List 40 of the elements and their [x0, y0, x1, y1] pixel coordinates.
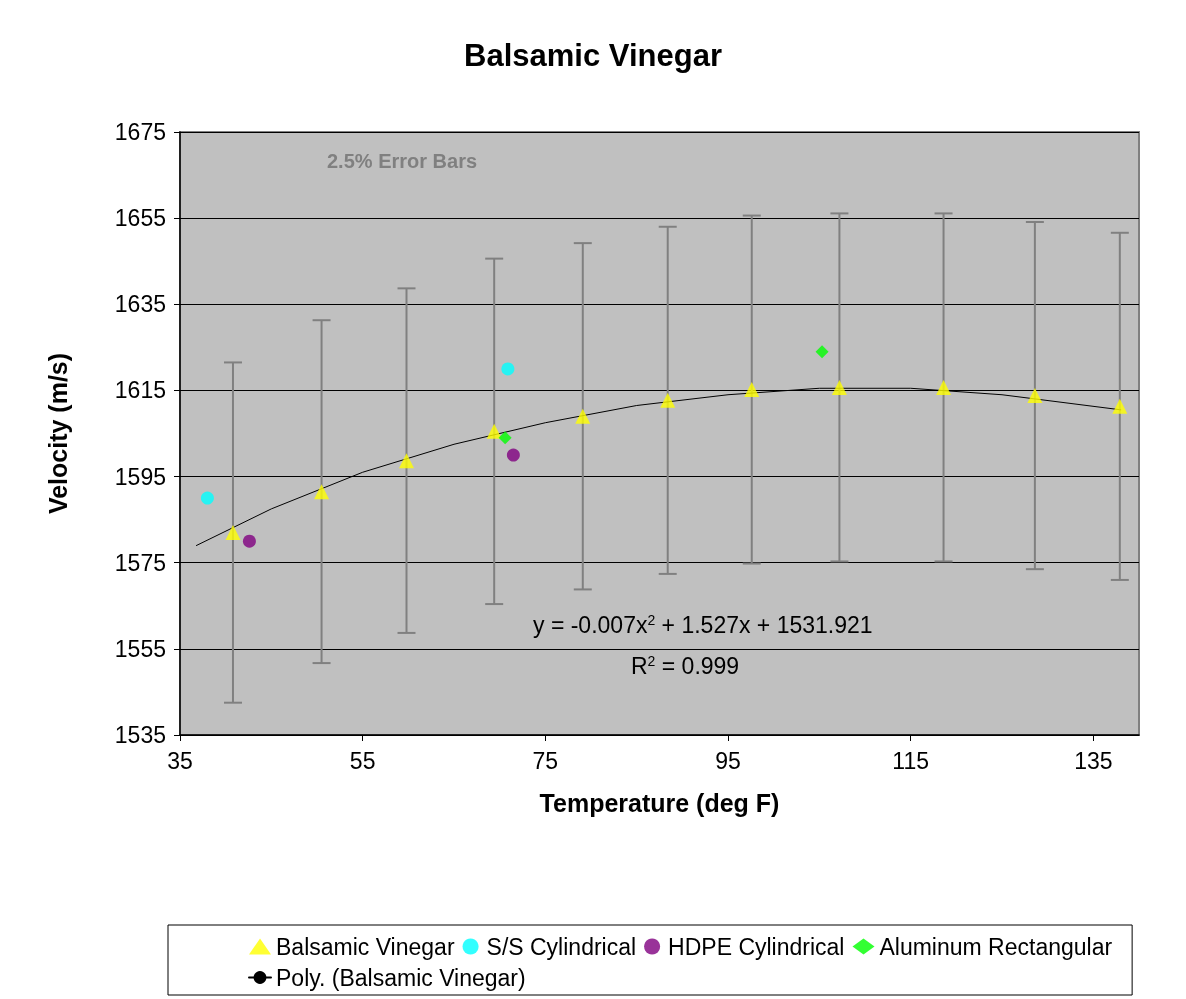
point: [1112, 398, 1128, 414]
x-axis-title: Temperature (deg F): [539, 788, 780, 817]
point: [498, 431, 512, 445]
point: [815, 345, 829, 359]
x-tick-label: 95: [715, 747, 741, 774]
point: [506, 448, 520, 462]
y-tick-label: 1675: [114, 119, 166, 145]
point: [831, 379, 847, 395]
point: [501, 362, 515, 376]
y-tick-label: 1555: [114, 635, 166, 662]
y-axis-title: Velocity (m/s): [43, 352, 72, 515]
point: [660, 392, 676, 408]
point: [575, 408, 591, 424]
point: [1027, 388, 1043, 404]
point: [399, 453, 415, 469]
legend-label: Aluminum Rectangular: [879, 933, 1113, 960]
point: [744, 382, 760, 398]
x-tick-label: 55: [349, 747, 376, 774]
x-tick-label: 35: [167, 747, 193, 774]
chart-title: Balsamic Vinegar: [464, 38, 722, 73]
point: [936, 379, 952, 395]
y-tick-label: 1595: [114, 463, 166, 490]
x-tick-label: 135: [1074, 747, 1113, 774]
y-tick-label: 1655: [114, 205, 166, 232]
annotation: 2.5% Error Bars: [327, 150, 478, 172]
point: [242, 534, 256, 548]
y-tick-label: 1635: [114, 291, 166, 318]
y-tick-label: 1575: [114, 549, 166, 576]
y-tick-label: 1535: [114, 722, 166, 748]
x-tick-label: 75: [532, 747, 559, 774]
legend-label: HDPE Cylindrical: [668, 933, 845, 960]
y-tick-label: 1615: [114, 377, 166, 404]
legend-label: Balsamic Vinegar: [276, 933, 455, 960]
legend-label: S/S Cylindrical: [486, 933, 637, 960]
legend-label: Poly. (Balsamic Vinegar): [276, 964, 526, 991]
point: [314, 484, 330, 500]
point: [486, 423, 502, 439]
point: [200, 491, 214, 505]
point: [225, 525, 241, 541]
x-tick-label: 115: [892, 747, 929, 774]
